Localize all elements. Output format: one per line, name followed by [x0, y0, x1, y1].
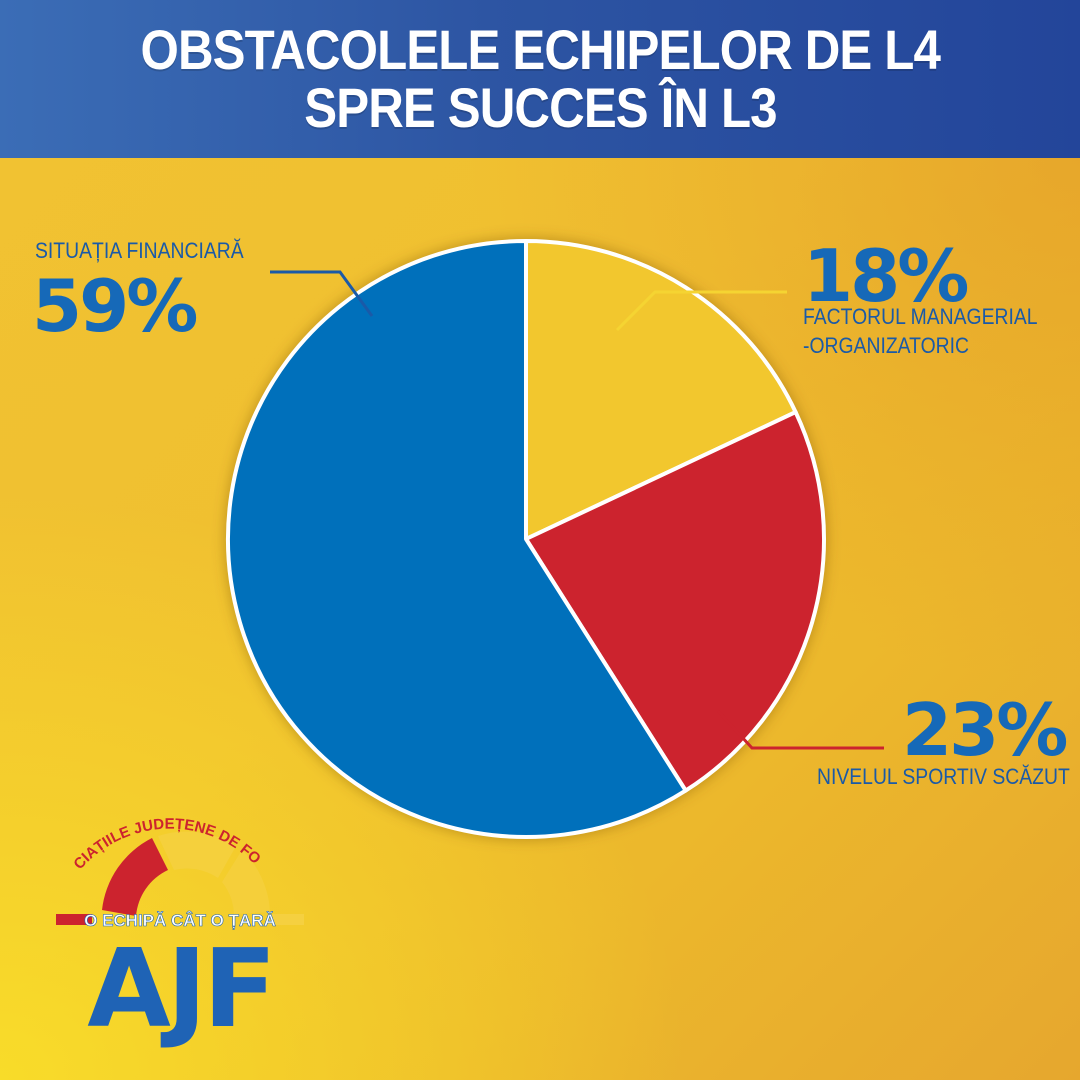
- leader-line-managerial: [615, 290, 787, 332]
- leader-lines: [270, 270, 884, 750]
- label-managerial-line2: -ORGANIZATORIC: [803, 333, 970, 358]
- label-sport-pct: 23%: [902, 688, 1068, 772]
- pie-slice-0: [524, 239, 798, 541]
- label-managerial-line1: FACTORUL MANAGERIAL: [803, 304, 1038, 329]
- label-sport-name: NIVELUL SPORTIV SCĂZUT: [817, 764, 1070, 789]
- logo-tagline: O ECHIPĂ CÂT O ȚARĂ: [84, 911, 276, 930]
- logo-letters: AJF: [87, 927, 273, 1052]
- ball-segment-yellow-1: [158, 831, 236, 878]
- tagline-bar-right: [268, 914, 304, 925]
- label-financial-pct: 59%: [32, 264, 198, 348]
- label-managerial-pct: 18%: [803, 234, 969, 318]
- leader-line-sport: [716, 709, 884, 750]
- pie-slices: [226, 239, 826, 839]
- label-financial-name: SITUAȚIA FINANCIARĂ: [35, 238, 244, 263]
- pie-slice-1: [524, 410, 826, 793]
- tagline-bar-left: [56, 914, 92, 925]
- pie-slice-2: [226, 239, 688, 839]
- title-banner: OBSTACOLELE ECHIPELOR DE L4 SPRE SUCCES …: [0, 0, 1080, 158]
- ball-segment-yellow-2: [222, 850, 270, 914]
- leader-line-financial: [270, 270, 374, 317]
- title-line-2: SPRE SUCCES ÎN L3: [303, 76, 777, 139]
- title-line-1: OBSTACOLELE ECHIPELOR DE L4: [140, 18, 940, 81]
- ajf-logo: ASOCIAȚIILE JUDEȚENE DE FOTBAL O ECHIPĂ …: [40, 790, 304, 1052]
- ball-segment-red: [102, 838, 168, 916]
